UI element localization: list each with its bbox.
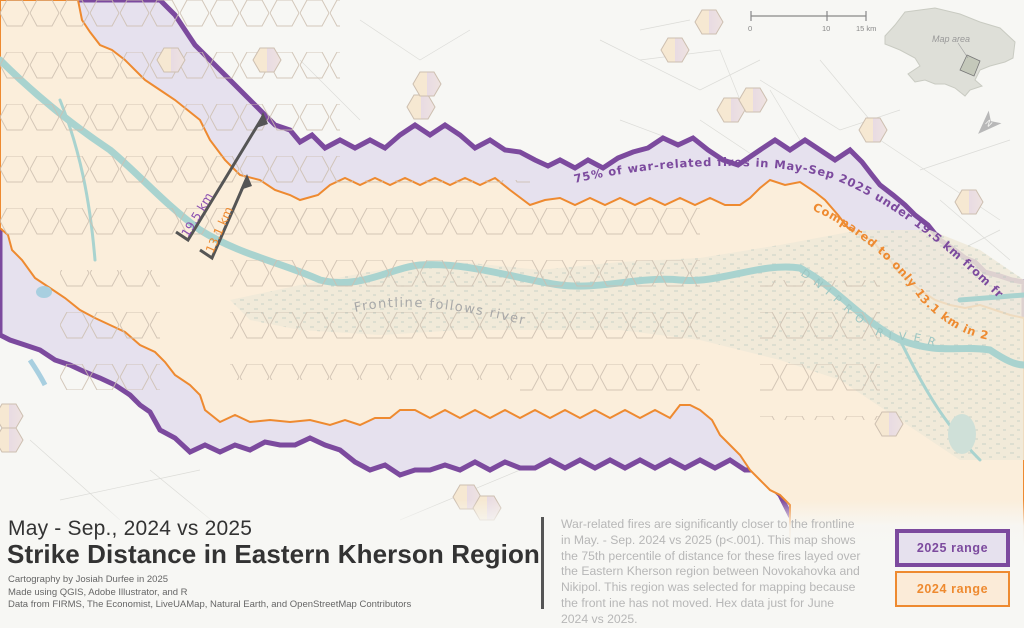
credit-tools: Made using QGIS, Adobe Illustrator, and … [8, 586, 188, 598]
hex-fire-cells [0, 0, 880, 420]
distance-arrows [175, 117, 264, 261]
scale-tick-0: 0 [748, 24, 752, 33]
map-description: War-related fires are significantly clos… [561, 517, 861, 626]
scale-tick-10: 10 [822, 24, 830, 33]
legend-2024-label: 2024 range [916, 582, 989, 596]
inset-ukraine-outline [884, 7, 1016, 97]
credits: Cartography by Josiah Durfee in 2025 Mad… [8, 574, 411, 612]
credit-cartography: Cartography by Josiah Durfee in 2025 [8, 574, 169, 585]
divider [541, 517, 544, 609]
hex-fire-cells-outliers [0, 9, 984, 521]
credit-data-sources: Data from FIRMS, The Economist, LiveUAMa… [8, 599, 412, 611]
pond [36, 286, 52, 298]
scale-bar [750, 11, 867, 21]
svg-text:N: N [984, 118, 995, 129]
map-title: Strike Distance in Eastern Kherson Regio… [7, 539, 540, 569]
arrowhead-2024 [240, 174, 252, 190]
legend-2025-range: 2025 range [895, 529, 1010, 567]
lake [948, 414, 976, 454]
pond-2 [27, 358, 48, 387]
arrowhead-2025 [256, 112, 268, 128]
legend-2025-label: 2025 range [916, 541, 989, 555]
scale-tick-15: 15 km [856, 24, 876, 33]
bottom-fade [0, 500, 1024, 618]
map-subtitle: May - Sep., 2024 vs 2025 [8, 517, 253, 540]
legend-2024-range: 2024 range [895, 571, 1010, 607]
inset-map-area-box [959, 54, 981, 77]
inset-label: Map area [932, 34, 970, 44]
north-arrow-icon: N [978, 110, 1002, 134]
